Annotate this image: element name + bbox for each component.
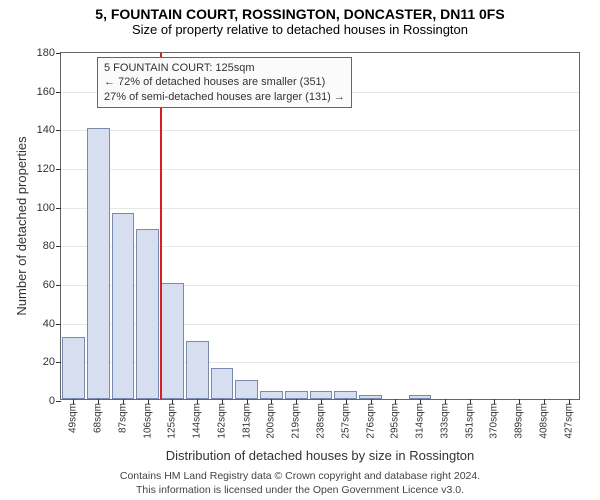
histogram-bar [112,213,135,399]
x-tick-label: 87sqm [117,399,128,433]
y-axis-label: Number of detached properties [14,136,29,315]
x-tick-label: 408sqm [538,399,549,439]
y-tick-label: 160 [37,86,61,98]
chart-footer: Contains HM Land Registry data © Crown c… [0,470,600,497]
annotation-line: 27% of semi-detached houses are larger (… [104,90,345,104]
histogram-bar [310,391,333,399]
x-tick-label: 181sqm [241,399,252,439]
histogram-bar [87,128,110,399]
y-tick-label: 60 [43,279,61,291]
histogram-bar [334,391,357,399]
x-tick-label: 219sqm [291,399,302,439]
histogram-bar [260,391,283,399]
x-tick-label: 144sqm [192,399,203,439]
y-tick-label: 180 [37,47,61,59]
x-tick-label: 370sqm [489,399,500,439]
x-tick-label: 49sqm [68,399,79,433]
x-tick-label: 200sqm [266,399,277,439]
histogram-bar [136,229,159,399]
histogram-bar [211,368,234,399]
chart-plot-area: 02040608010012014016018049sqm68sqm87sqm1… [60,52,580,400]
grid-line [61,208,579,209]
footer-line-1: Contains HM Land Registry data © Crown c… [0,470,600,484]
x-tick-label: 427sqm [563,399,574,439]
y-tick-label: 20 [43,356,61,368]
x-tick-label: 257sqm [340,399,351,439]
x-tick-label: 106sqm [142,399,153,439]
x-tick-label: 162sqm [216,399,227,439]
x-tick-label: 389sqm [514,399,525,439]
histogram-bar [62,337,85,399]
y-tick-label: 40 [43,318,61,330]
y-tick-label: 100 [37,202,61,214]
y-tick-label: 0 [49,395,61,407]
x-tick-label: 295sqm [390,399,401,439]
x-tick-label: 276sqm [365,399,376,439]
histogram-bar [235,380,258,399]
chart-title: 5, FOUNTAIN COURT, ROSSINGTON, DONCASTER… [0,0,600,22]
grid-line [61,169,579,170]
x-tick-label: 351sqm [464,399,475,439]
annotation-line: 5 FOUNTAIN COURT: 125sqm [104,61,345,75]
x-tick-label: 314sqm [415,399,426,439]
x-tick-label: 125sqm [167,399,178,439]
y-tick-label: 140 [37,124,61,136]
histogram-bar [186,341,209,399]
grid-line [61,130,579,131]
x-tick-label: 238sqm [316,399,327,439]
histogram-bar [285,391,308,399]
footer-line-2: This information is licensed under the O… [0,484,600,498]
y-tick-label: 120 [37,163,61,175]
histogram-bar [161,283,184,399]
annotation-line: ← 72% of detached houses are smaller (35… [104,75,345,89]
chart-subtitle: Size of property relative to detached ho… [0,22,600,37]
y-tick-label: 80 [43,240,61,252]
annotation-box: 5 FOUNTAIN COURT: 125sqm← 72% of detache… [97,57,352,108]
x-axis-label: Distribution of detached houses by size … [60,448,580,463]
x-tick-label: 68sqm [93,399,104,433]
x-tick-label: 333sqm [439,399,450,439]
